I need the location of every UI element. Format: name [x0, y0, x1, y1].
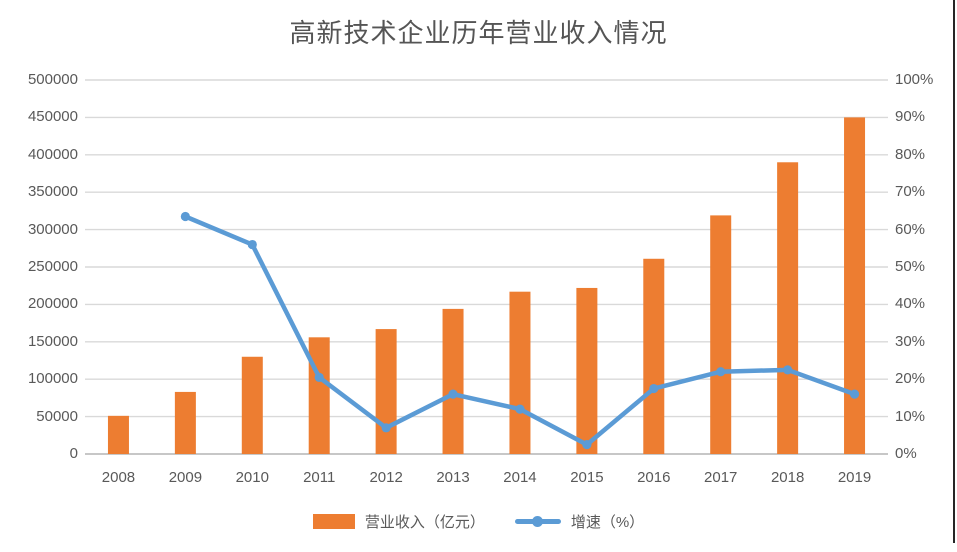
right-axis-tick-label: 10% [895, 407, 926, 425]
x-axis-category-label: 2017 [704, 469, 738, 486]
x-axis-category-label: 2011 [303, 469, 336, 486]
chart-title: 高新技术企业历年营业收入情况 [289, 19, 668, 48]
growth-line-marker [716, 367, 726, 377]
growth-line-marker [381, 423, 391, 433]
revenue-bar [241, 356, 263, 454]
right-axis-tick-label: 100% [895, 71, 934, 88]
chart-legend: 营业收入（亿元） 增速（%） [0, 511, 957, 532]
left-axis-tick-label: 400000 [27, 145, 78, 163]
page-right-border [953, 0, 955, 543]
revenue-bar [107, 415, 129, 454]
x-axis-category-label: 2008 [101, 469, 136, 486]
revenue-bar [643, 258, 665, 454]
right-axis-tick-label: 50% [895, 258, 926, 275]
left-axis-tick-label: 100000 [27, 370, 78, 388]
left-axis-tick-label: 200000 [27, 295, 78, 313]
left-axis-tick-label: 250000 [27, 258, 78, 275]
left-axis-tick-label: 450000 [27, 108, 78, 126]
x-axis-category-label: 2009 [168, 469, 203, 486]
legend-line-label: 增速（%） [570, 514, 645, 531]
line-series-swatch-icon [514, 516, 561, 527]
revenue-bar [442, 308, 464, 454]
right-axis-tick-label: 70% [895, 183, 926, 201]
legend-bar-label: 营业收入（亿元） [364, 514, 485, 531]
right-axis-tick-label: 60% [895, 220, 926, 238]
bar-series-swatch-icon [312, 514, 355, 529]
x-axis-category-label: 2016 [637, 469, 671, 486]
growth-line-marker [649, 383, 659, 394]
right-axis-tick-label: 30% [895, 332, 926, 350]
growth-line-marker [314, 372, 324, 382]
revenue-bar [509, 291, 531, 454]
growth-line-marker [448, 389, 458, 399]
right-axis-tick-label: 40% [895, 295, 926, 313]
growth-line-marker [783, 365, 793, 375]
left-axis-tick-label: 500000 [27, 71, 78, 88]
x-axis-category-label: 2010 [235, 469, 269, 486]
revenue-bar [375, 329, 397, 454]
revenue-bar [710, 215, 732, 454]
revenue-bar [308, 337, 330, 454]
right-axis-tick-label: 90% [895, 108, 926, 126]
growth-line-marker [582, 440, 592, 450]
x-axis-category-label: 2019 [837, 469, 872, 486]
right-axis-tick-label: 20% [895, 370, 926, 388]
left-axis-tick-label: 350000 [27, 183, 78, 201]
left-axis-tick-label: 300000 [27, 220, 78, 238]
revenue-bar [174, 391, 196, 454]
revenue-bar [844, 117, 866, 455]
legend-item-growth: 增速（%） [514, 511, 645, 532]
x-axis-category-label: 2013 [436, 469, 470, 486]
left-axis-tick-label: 50000 [36, 407, 78, 425]
right-axis-tick-label: 0% [895, 445, 917, 462]
x-axis-category-label: 2018 [770, 469, 805, 486]
growth-line-marker [247, 239, 257, 250]
left-axis-tick-label: 150000 [27, 332, 78, 350]
growth-line-marker [515, 404, 525, 414]
x-axis-category-label: 2012 [369, 469, 403, 486]
revenue-bar [777, 162, 799, 454]
x-axis-category-label: 2014 [503, 469, 537, 486]
line-marker-dot-icon [531, 516, 543, 527]
left-axis-tick-label: 0 [69, 445, 78, 462]
legend-item-revenue: 营业收入（亿元） [312, 511, 485, 532]
right-axis-tick-label: 80% [895, 145, 926, 163]
revenue-bar [576, 287, 598, 454]
x-axis-category-label: 2015 [570, 469, 604, 486]
growth-line-marker [849, 389, 860, 399]
growth-line-marker [180, 211, 190, 222]
